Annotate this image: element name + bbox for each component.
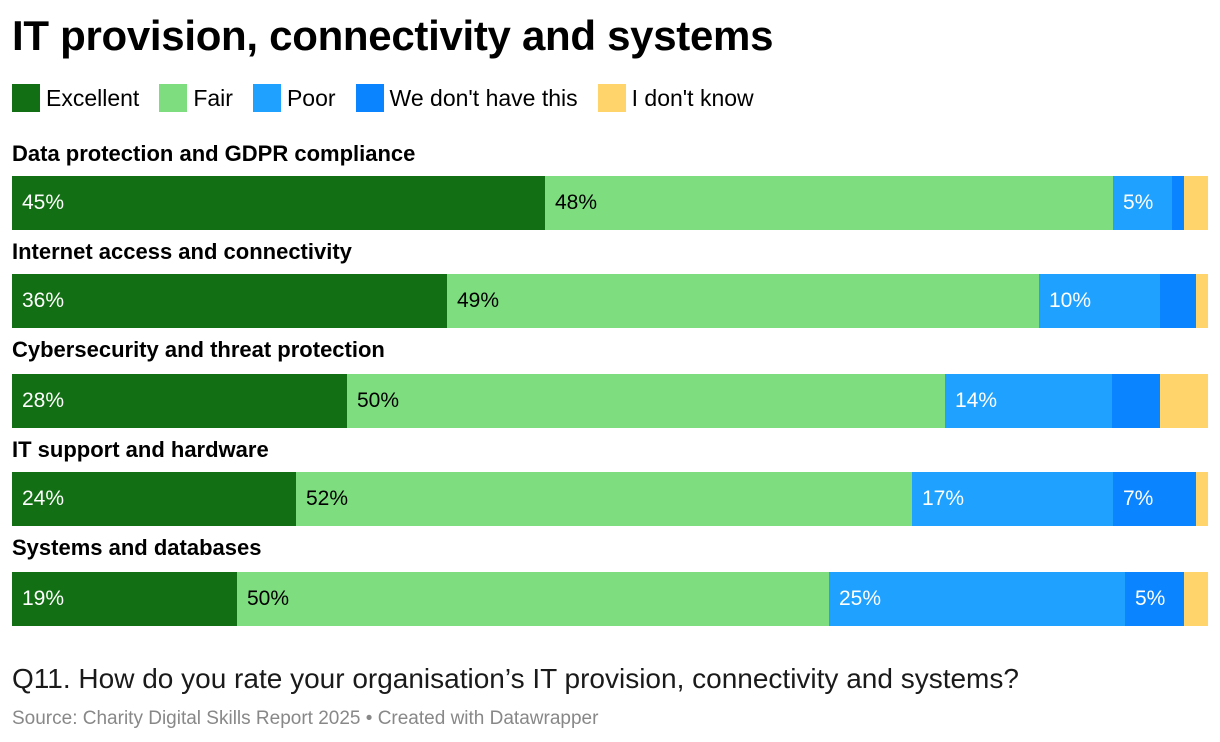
bar-data-protection-and-gdpr-compliance: 45% 48% 5% [12, 176, 1208, 230]
bar-segment-poor [1039, 274, 1160, 328]
bar-segment-we-don-t-have-this [1113, 472, 1196, 526]
legend-swatch-dont-have [355, 84, 384, 112]
bar-segment-we-don-t-have-this [1160, 274, 1196, 328]
data-label: 25% [839, 587, 882, 610]
bar-segment-i-don-t-know [1196, 274, 1208, 328]
data-label: 17% [922, 487, 965, 510]
bar-segment-excellent [12, 274, 447, 328]
question-caption: Q11. How do you rate your organisation’s… [12, 663, 1019, 694]
bar-segment-we-don-t-have-this [1125, 572, 1184, 626]
data-label: 5% [1123, 191, 1154, 214]
data-label: 50% [357, 389, 400, 412]
bar-segment-excellent [12, 374, 347, 428]
category-label-it-support-and-hardware: IT support and hardware [12, 437, 269, 462]
data-label: 14% [955, 389, 998, 412]
bar-segment-poor [912, 472, 1113, 526]
bar-segment-poor [1113, 176, 1172, 230]
legend-swatch-poor [252, 84, 281, 112]
legend-label-fair: Fair [193, 84, 233, 111]
data-label: 5% [1135, 587, 1166, 610]
bar-systems-and-databases: 19% 50% 25% 5% [12, 572, 1208, 626]
bar-segment-excellent [12, 176, 545, 230]
bar-segment-fair [296, 472, 912, 526]
legend-item-dont-have: We don't have this [355, 84, 578, 112]
data-label: 7% [1123, 487, 1154, 510]
bar-it-support-and-hardware: 24% 52% 17% 7% [12, 472, 1208, 526]
legend-label-dont-know: I don't know [631, 84, 754, 111]
legend-label-dont-have: We don't have this [389, 84, 578, 111]
data-label: 28% [22, 389, 65, 412]
legend-item-dont-know: I don't know [597, 84, 754, 112]
bar-segment-poor [829, 572, 1125, 626]
bar-segment-fair [545, 176, 1113, 230]
legend-item-excellent: Excellent [12, 84, 139, 112]
source-note: Source: Charity Digital Skills Report 20… [12, 708, 599, 729]
legend-item-poor: Poor [252, 84, 336, 112]
data-label: 52% [306, 487, 349, 510]
data-label: 45% [22, 191, 65, 214]
legend-swatch-fair [159, 84, 188, 112]
bar-segment-excellent [12, 572, 237, 626]
bar-segment-fair [347, 374, 945, 428]
bar-segment-fair [237, 572, 829, 626]
bar-internet-access-and-connectivity: 36% 49% 10% [12, 274, 1208, 328]
bar-segment-i-don-t-know [1196, 472, 1208, 526]
legend-item-fair: Fair [159, 84, 233, 112]
legend-swatch-excellent [12, 84, 40, 112]
legend: Excellent Fair Poor We don't have this I… [12, 84, 774, 112]
data-label: 24% [22, 487, 65, 510]
bar-segment-we-don-t-have-this [1112, 374, 1160, 428]
bar-segment-i-don-t-know [1160, 374, 1208, 428]
data-label: 19% [22, 587, 65, 610]
data-label: 49% [457, 289, 500, 312]
bar-segment-we-don-t-have-this [1172, 176, 1184, 230]
bar-segment-excellent [12, 472, 296, 526]
bar-segment-fair [447, 274, 1039, 328]
category-label-internet-access-and-connectivity: Internet access and connectivity [12, 239, 352, 264]
category-label-cybersecurity-and-threat-protection: Cybersecurity and threat protection [12, 337, 385, 362]
bar-segment-poor [945, 374, 1112, 428]
data-label: 36% [22, 289, 65, 312]
legend-label-poor: Poor [286, 84, 336, 111]
category-label-data-protection-and-gdpr-compliance: Data protection and GDPR compliance [12, 141, 416, 166]
data-label: 10% [1049, 289, 1092, 312]
data-label: 48% [555, 191, 598, 214]
legend-swatch-dont-know [597, 84, 626, 112]
bar-segment-i-don-t-know [1184, 176, 1208, 230]
chart-title: IT provision, connectivity and systems [12, 12, 774, 59]
bar-segment-i-don-t-know [1184, 572, 1208, 626]
bar-cybersecurity-and-threat-protection: 28% 50% 14% [12, 374, 1208, 428]
category-label-systems-and-databases: Systems and databases [12, 535, 262, 560]
data-label: 50% [247, 587, 290, 610]
legend-label-excellent: Excellent [46, 84, 140, 111]
